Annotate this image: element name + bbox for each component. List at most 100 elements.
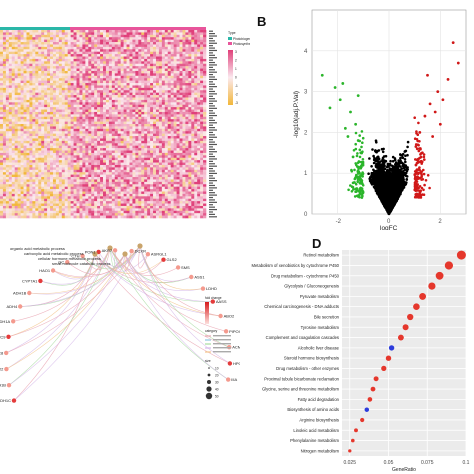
x-tick-label: -2 — [336, 219, 342, 225]
gene-label: CYP2C9 — [0, 334, 6, 339]
pathway-label: Tyrosine metabolism — [301, 325, 340, 330]
gene-nodes — [3, 243, 233, 403]
down-point — [354, 122, 358, 126]
x-axis-label: logFC — [380, 225, 398, 230]
gene-node — [65, 259, 70, 265]
enrichment-dot — [388, 345, 395, 351]
gene-label-mark — [209, 141, 215, 143]
gene-label-mark — [209, 153, 213, 155]
gene-label-mark — [209, 64, 217, 66]
x-tick-label: 2 — [438, 219, 442, 225]
legend-swatch — [228, 37, 232, 40]
gene-label-mark — [209, 69, 215, 71]
gene-label-mark — [209, 100, 217, 102]
gene-label-mark — [209, 213, 215, 215]
enrichment-dot — [348, 449, 352, 453]
enrichment-dot — [351, 438, 355, 443]
term-label: carboxylic acid metabolic process — [24, 251, 84, 256]
y-tick-label: 0 — [304, 212, 308, 218]
enrichment-dot — [373, 376, 379, 382]
gene-label: ADH1B — [13, 290, 27, 295]
down-point — [351, 155, 355, 159]
volcano-points-ns — [367, 139, 410, 216]
gene-label-mark — [209, 172, 217, 175]
gene-label-mark — [209, 114, 217, 117]
size-label: 40 — [215, 388, 219, 392]
up-point — [423, 114, 427, 118]
color-scale-tick: 0 — [235, 76, 237, 80]
gene-node — [227, 361, 233, 366]
gene-label: ASRGL1 — [151, 252, 168, 257]
pathway-label: Proximal tubule bicarbonate reclamation — [264, 376, 339, 381]
gene-node — [4, 366, 9, 372]
volcano-points-up — [413, 41, 460, 199]
gene-label-mark — [209, 196, 213, 199]
color-scale-bar — [228, 50, 233, 105]
legend-title: Type — [228, 31, 236, 35]
up-point — [426, 73, 429, 77]
gene-label-mark — [209, 124, 213, 126]
gene-node — [189, 274, 194, 280]
gene-label: GLS2 — [166, 257, 177, 262]
gene-label-mark — [209, 107, 217, 109]
up-point — [441, 98, 445, 102]
gene-label-mark — [209, 192, 215, 194]
up-point — [446, 77, 450, 81]
gene-label: ADH1B — [0, 383, 6, 388]
gene-label-mark — [209, 170, 215, 172]
gene-label-mark — [209, 98, 215, 100]
gene-label-mark — [209, 73, 213, 76]
volcano-points-down — [320, 73, 365, 199]
gene-label: ABO2 — [224, 313, 235, 318]
gene-node — [11, 398, 17, 403]
enrichment-dot — [407, 313, 414, 321]
gene-label-mark — [209, 143, 217, 146]
gene-label-mark — [209, 90, 215, 93]
gene-node — [50, 268, 56, 273]
gene-node — [3, 350, 9, 356]
fold-scale-bar — [205, 302, 209, 324]
gene-label-mark — [209, 30, 213, 32]
enrichment-dot — [397, 334, 404, 341]
gene-label-mark — [209, 177, 215, 179]
pathway-label: Fatty acid degradation — [298, 397, 340, 402]
color-scale-tick: 1 — [235, 67, 237, 71]
gene-label-mark — [209, 88, 213, 90]
group-bar-photosynthesis — [70, 27, 206, 30]
gene-label-mark — [209, 78, 217, 81]
panel-b-letter: B — [257, 14, 267, 29]
gene-label-mark — [209, 112, 215, 114]
pathway-label: Arginine biosynthesis — [299, 417, 339, 422]
x-tick-label: 0 — [387, 219, 391, 225]
pathway-label: Alcoholic liver disease — [298, 345, 340, 350]
gene-node — [112, 248, 118, 253]
gene-node — [226, 377, 231, 382]
gene-node — [27, 290, 32, 296]
gene-label-mark — [209, 127, 215, 129]
gene-label-mark — [209, 211, 213, 213]
term-node — [107, 245, 113, 251]
term-node — [137, 243, 143, 249]
up-point — [431, 135, 435, 138]
gene-label-mark — [209, 35, 217, 37]
color-scale-tick: -1 — [235, 84, 238, 88]
gene-label: ADH1A — [0, 319, 11, 324]
heatmap-cells — [0, 30, 207, 219]
gene-label-mark — [209, 146, 213, 148]
gene-label-mark — [209, 167, 213, 170]
gene-label-mark — [209, 184, 215, 187]
legend-size-title: size — [205, 359, 211, 363]
panel-d-letter: D — [312, 236, 322, 251]
gene-node — [18, 304, 23, 309]
gene-label-mark — [209, 139, 213, 141]
pathway-label: Metabolism of xenobiotics by cytochrome … — [251, 263, 339, 268]
pathway-label: Drug metabolism - other enzymes — [276, 366, 339, 371]
down-point — [349, 110, 352, 114]
down-point — [333, 86, 337, 89]
down-point — [338, 98, 342, 102]
gene-label: CYP2C8 — [0, 350, 4, 355]
enrichment-dots — [348, 250, 466, 453]
gene-label-mark — [209, 54, 215, 56]
term-label: small molecule catabolic process — [52, 261, 110, 266]
gene-node — [6, 334, 11, 339]
